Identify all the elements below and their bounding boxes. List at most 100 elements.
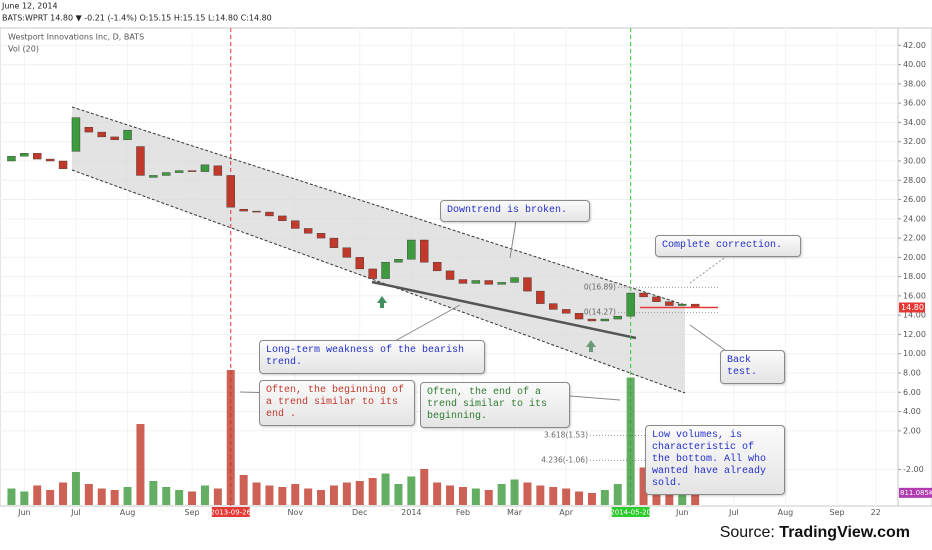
channel-top [71,106,686,306]
connector [569,395,621,401]
y-tick-label: 30.00 [903,156,926,165]
date-label: June 12, 2014 [1,2,58,11]
candle-body [187,170,197,172]
volume-bar [368,478,377,505]
source: Source: TradingView.com [720,524,910,542]
volume-bar [600,490,609,505]
candle-body [71,117,81,152]
fib-label: 0(14.27) [584,308,616,317]
volume-bar [446,485,455,505]
candle-body [97,131,106,138]
x-tick-label: 2013-09-26 [210,509,251,517]
source-site: TradingView.com [779,524,910,541]
volume-bar [613,484,622,505]
grid-layer [0,28,898,506]
x-tick-label: Aug [778,508,794,517]
x-tick-label: Jun [675,508,689,517]
candle-body [20,153,29,157]
candle-body [420,239,429,263]
volume-bar [123,487,132,505]
y-tick-label: 4.00 [903,407,921,416]
volume-bar [7,488,16,505]
y-tick-label: 18.00 [903,272,926,281]
y-tick-label: 8.00 [903,369,921,378]
event-date-bg [611,507,650,517]
volume-bar [20,491,29,505]
quote-label: BATS:WPRT 14.80 ▼ -0.21 (-1.4%) O:15.15 … [2,14,272,23]
candle-body [316,233,326,239]
y-tick-label: 38.00 [903,79,926,88]
volume-bar [394,484,403,505]
candle-body [510,277,519,283]
annotation: Complete correction. [655,235,801,257]
channel-bottom [71,169,686,394]
y-tick-label: 34.00 [903,118,926,127]
connector [394,304,461,342]
y-tick-label: 22.00 [903,234,926,243]
y-tick-label: 26.00 [903,195,926,204]
x-tick-label: Aug [120,508,136,517]
candle-body [58,160,68,169]
source-label: Source: [719,524,775,541]
volume-bar [59,482,68,505]
candle-body [626,292,635,317]
candle-body [561,309,571,314]
volume-bar [175,490,184,505]
candle-body [149,175,158,178]
candle-body [394,259,403,263]
y-tick-label: 28.00 [903,176,926,185]
y-tick-label: 36.00 [903,99,926,108]
volume-bar [97,488,106,505]
candle-body [665,301,674,306]
y-tick-label: 24.00 [903,214,926,223]
volume-bar [162,487,171,505]
candle-body [445,270,455,280]
last-price-label: 14.80 [901,303,924,312]
annotation: Back test. [720,350,785,384]
price-axis [897,27,932,507]
candle-body [600,318,610,322]
y-tick-label: 16.00 [903,291,926,300]
chart-title: Westport Innovations Inc, D, BATS [8,33,144,42]
x-tick-label: Apr [559,508,574,517]
volume-bar [626,377,635,505]
volume-bar [226,370,235,505]
candle-body [7,155,16,162]
candle-body [523,277,532,292]
volume-bar [510,479,519,505]
y-tick-label: 20.00 [903,253,926,262]
volume-bar [188,491,197,505]
volume-bar [278,487,287,505]
candle-body [368,268,377,279]
candle-body [407,239,416,260]
candle-body [200,164,210,172]
up-arrow [377,296,387,308]
x-tick-label: Feb [456,508,470,517]
volume-bar [523,482,532,505]
x-tick-label: 22 [871,508,881,517]
volume-bar [213,488,222,505]
channel [72,107,685,393]
candle-body [45,158,55,162]
x-tick-label: Mar [507,508,523,517]
candle-body [342,247,352,258]
candle-body [33,153,42,160]
candle-body [329,237,339,248]
candle-body [549,303,558,310]
fib-label: 4.236(-1.06) [541,455,588,464]
volume-bar [136,424,145,505]
volume-bar [497,484,506,505]
x-tick-label: Jul [70,508,81,517]
annotation: Downtrend is broken. [440,200,590,222]
candle-body [613,315,622,320]
candle-body [226,175,235,208]
candle-body [123,129,132,140]
fib-label: 0(16.89) [584,282,616,291]
volume-bar [420,469,429,505]
volume-bar [562,488,571,505]
volume-bar [291,484,300,505]
candle-body [291,220,300,229]
y-tick-label: 32.00 [903,137,926,146]
volume-bar [110,490,119,505]
x-tick-label: Dec [352,508,367,517]
